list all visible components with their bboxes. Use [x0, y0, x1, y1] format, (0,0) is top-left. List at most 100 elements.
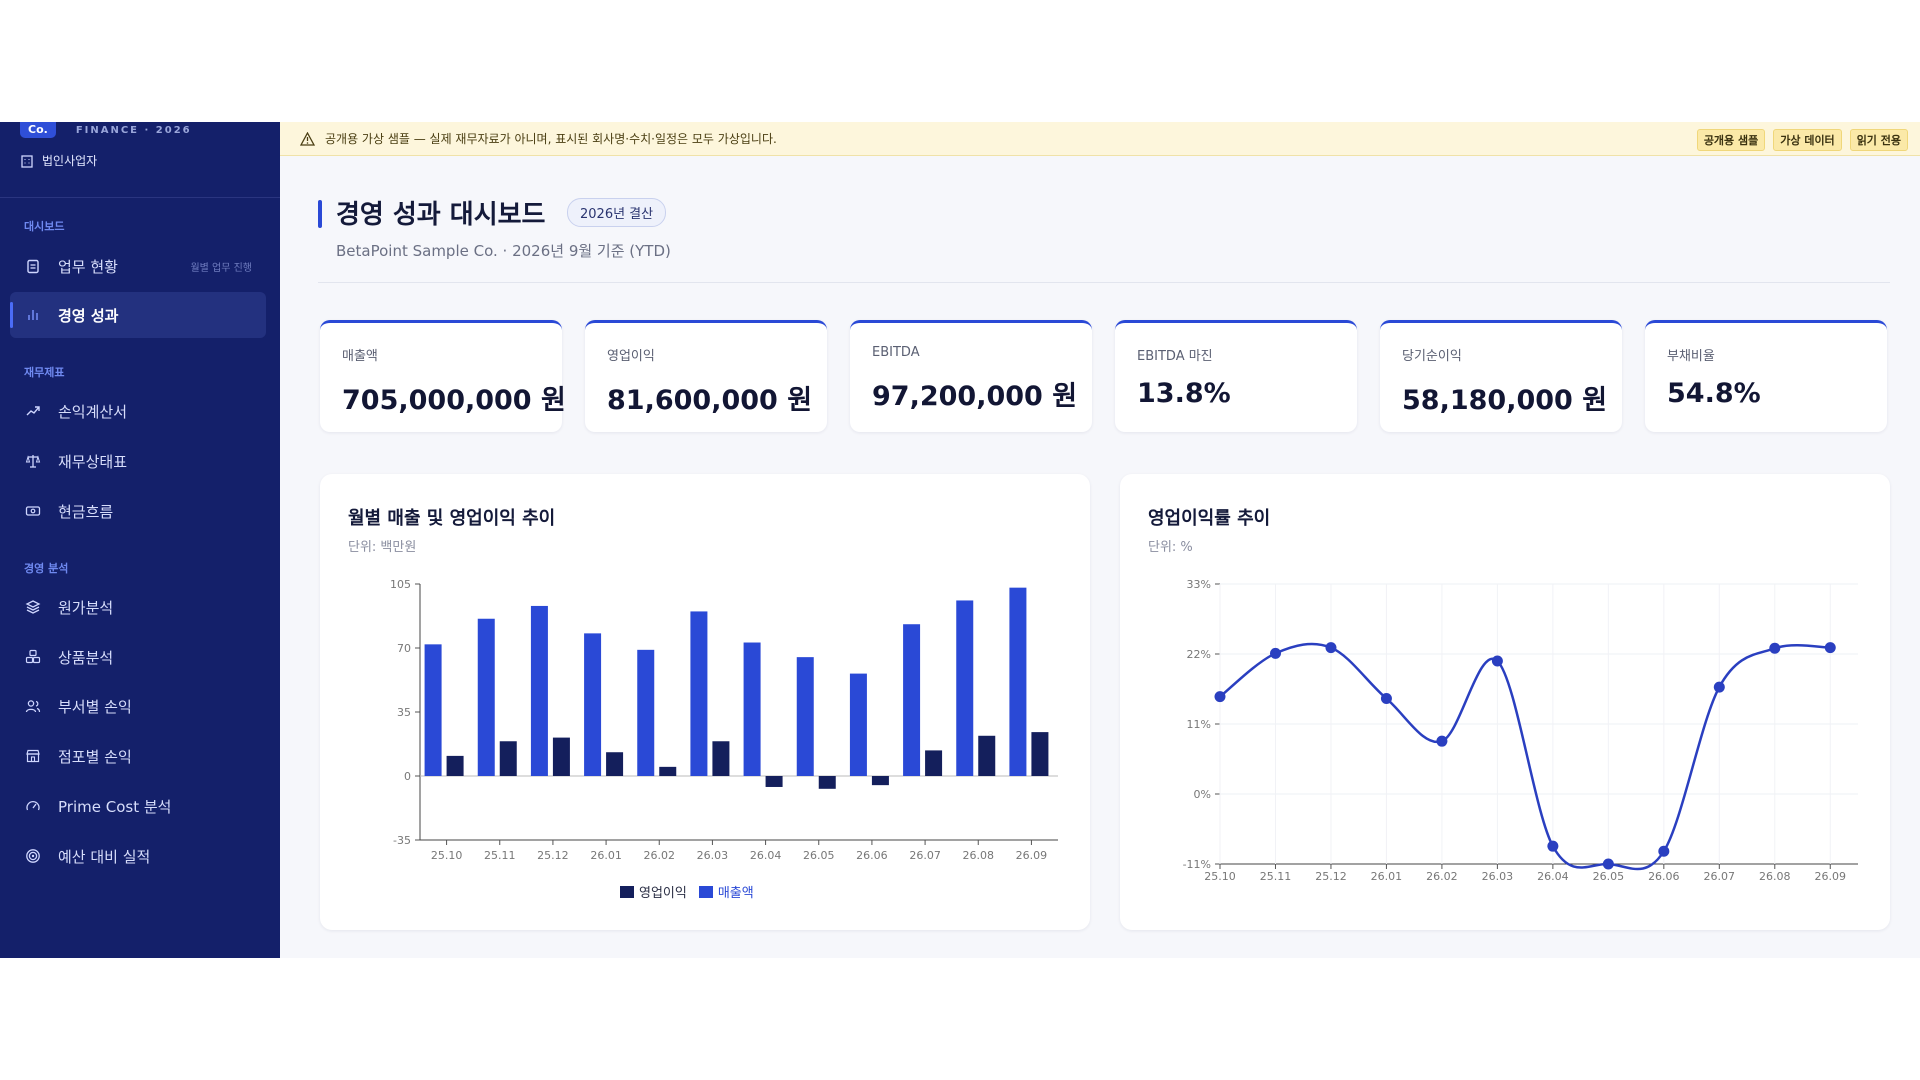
brand-subtitle: FINANCE · 2026: [75, 124, 192, 136]
entity-label: 법인사업자: [42, 154, 98, 168]
sidebar-item-cost-analysis[interactable]: 원가분석: [10, 584, 266, 630]
sidebar-item-budget-vs-actual[interactable]: 예산 대비 실적: [10, 833, 266, 879]
bar-revenue: [903, 624, 921, 776]
monthly-revenue-chart-card: 월별 매출 및 영업이익 추이 단위: 백만원 105 70 35 0 -35 25.10…: [320, 474, 1090, 930]
bar-operating-profit: [978, 735, 996, 776]
sidebar-item-performance[interactable]: 경영 성과: [10, 292, 266, 338]
x-tick-label: 25.10: [1204, 870, 1236, 883]
chart-unit: 단위: %: [1148, 540, 1193, 555]
x-tick-label: 26.04: [1537, 870, 1569, 883]
x-tick-label: 26.01: [590, 849, 622, 862]
kpi-label: EBITDA 마진: [1137, 349, 1213, 364]
legend-swatch: [620, 886, 634, 898]
section-dashboard: 대시보드: [24, 220, 65, 233]
sidebar-item-work-status[interactable]: 업무 현황 월별 업무 진행: [10, 243, 266, 289]
data-point: [1602, 858, 1614, 870]
sidebar-item-label: 부서별 손익: [58, 697, 132, 716]
x-tick-label: 26.03: [1482, 870, 1514, 883]
data-point: [1380, 693, 1392, 705]
sidebar: Co. FINANCE · 2026 법인사업자 대시보드 업무 현황 월별 업…: [0, 122, 280, 958]
sidebar-item-label: 경영 성과: [58, 306, 119, 325]
kpi-card-debt-ratio: 부채비율 54.8%: [1645, 320, 1887, 432]
kpi-label: 영업이익: [607, 349, 655, 364]
sidebar-item-label: Prime Cost 분석: [58, 797, 172, 816]
legend-label: 영업이익: [639, 886, 687, 901]
sidebar-item-cash-flow[interactable]: 현금흐름: [10, 488, 266, 534]
x-tick-label: 26.07: [909, 849, 941, 862]
bar-revenue: [849, 673, 867, 776]
kpi-card-ebitda: EBITDA 97,200,000 원: [850, 320, 1092, 432]
title-accent: [318, 200, 322, 228]
tag-public-sample: 공개용 샘플: [1696, 129, 1766, 151]
y-tick-label: 11%: [1187, 718, 1211, 731]
y-tick-label: 105: [390, 578, 411, 591]
sidebar-item-label: 재무상태표: [58, 452, 128, 471]
year-badge: 2026년 결산: [567, 198, 667, 227]
main-content: 공개용 가상 샘플 — 실제 재무자료가 아니며, 표시된 회사명·수치·일정은…: [280, 122, 1920, 958]
bar-operating-profit: [552, 737, 570, 776]
kpi-label: 부채비율: [1667, 349, 1715, 364]
x-tick-label: 25.10: [431, 849, 463, 862]
legend-label: 매출액: [717, 886, 754, 901]
y-tick-label: 0%: [1194, 788, 1211, 801]
x-tick-label: 26.05: [803, 849, 835, 862]
x-tick-label: 25.11: [484, 849, 516, 862]
gauge-icon: [24, 797, 42, 815]
sidebar-item-label: 점포별 손익: [58, 747, 132, 766]
sidebar-item-store-pl[interactable]: 점포별 손익: [10, 733, 266, 779]
bar-revenue: [424, 644, 442, 776]
x-tick-label: 26.04: [750, 849, 782, 862]
sidebar-item-income-statement[interactable]: 손익계산서: [10, 388, 266, 434]
app-window: Co. FINANCE · 2026 법인사업자 대시보드 업무 현황 월별 업…: [0, 122, 1920, 958]
banner-tags: 공개용 샘플 가상 데이터 읽기 전용: [1696, 129, 1908, 151]
data-point: [1269, 647, 1281, 659]
bar-revenue: [743, 642, 761, 776]
bar-operating-profit: [446, 755, 464, 776]
legend-item-operating[interactable]: 영업이익: [620, 882, 687, 901]
entity-selector[interactable]: 법인사업자: [20, 152, 97, 169]
kpi-card-net-income: 당기순이익 58,180,000 원: [1380, 320, 1622, 432]
trend-up-icon: [24, 402, 42, 420]
bar-operating-profit: [871, 776, 889, 786]
x-tick-label: 25.11: [1260, 870, 1292, 883]
kpi-label: EBITDA: [872, 345, 920, 360]
chart-title: 영업이익률 추이: [1148, 508, 1271, 529]
sidebar-item-product-analysis[interactable]: 상품분석: [10, 634, 266, 680]
legend-swatch: [698, 886, 713, 898]
x-tick-label: 26.08: [963, 849, 995, 862]
bar-revenue: [956, 600, 974, 776]
sample-notice-banner: 공개용 가상 샘플 — 실제 재무자료가 아니며, 표시된 회사명·수치·일정은…: [280, 122, 1920, 156]
legend-item-revenue[interactable]: 매출액: [698, 882, 754, 901]
data-point: [1713, 681, 1725, 693]
kpi-card-revenue: 매출액 705,000,000 원: [320, 320, 566, 432]
target-icon: [24, 847, 42, 865]
data-point: [1491, 655, 1503, 667]
kpi-value: 13.8%: [1137, 378, 1231, 409]
warning-icon: [300, 131, 315, 146]
x-tick-label: 26.02: [644, 849, 676, 862]
data-point: [1547, 840, 1559, 852]
bar-revenue: [584, 633, 602, 776]
brand: Co. FINANCE · 2026: [20, 122, 192, 138]
sidebar-item-prime-cost[interactable]: Prime Cost 분석: [10, 783, 266, 829]
scale-icon: [24, 452, 42, 470]
bar-chart-icon: [24, 306, 42, 324]
bar-operating-profit: [606, 752, 624, 776]
y-tick-label: 35: [397, 706, 411, 719]
chart-unit: 단위: 백만원: [348, 540, 417, 555]
sidebar-item-label: 상품분석: [58, 648, 114, 667]
data-point: [1824, 642, 1836, 654]
kpi-value: 81,600,000 원: [607, 385, 813, 416]
x-tick-label: 26.09: [1815, 870, 1847, 883]
bar-revenue: [690, 611, 708, 776]
sidebar-item-department-pl[interactable]: 부서별 손익: [10, 683, 266, 729]
y-tick-label: 70: [397, 642, 411, 655]
header-divider: [318, 282, 1890, 283]
chart-legend: 영업이익 매출액: [620, 882, 754, 901]
kpi-value: 97,200,000 원: [872, 381, 1078, 412]
x-tick-label: 26.06: [856, 849, 888, 862]
kpi-label: 매출액: [342, 349, 378, 364]
sidebar-item-balance-sheet[interactable]: 재무상태표: [10, 438, 266, 484]
bar-revenue: [1009, 587, 1027, 776]
y-tick-label: -35: [393, 834, 411, 847]
